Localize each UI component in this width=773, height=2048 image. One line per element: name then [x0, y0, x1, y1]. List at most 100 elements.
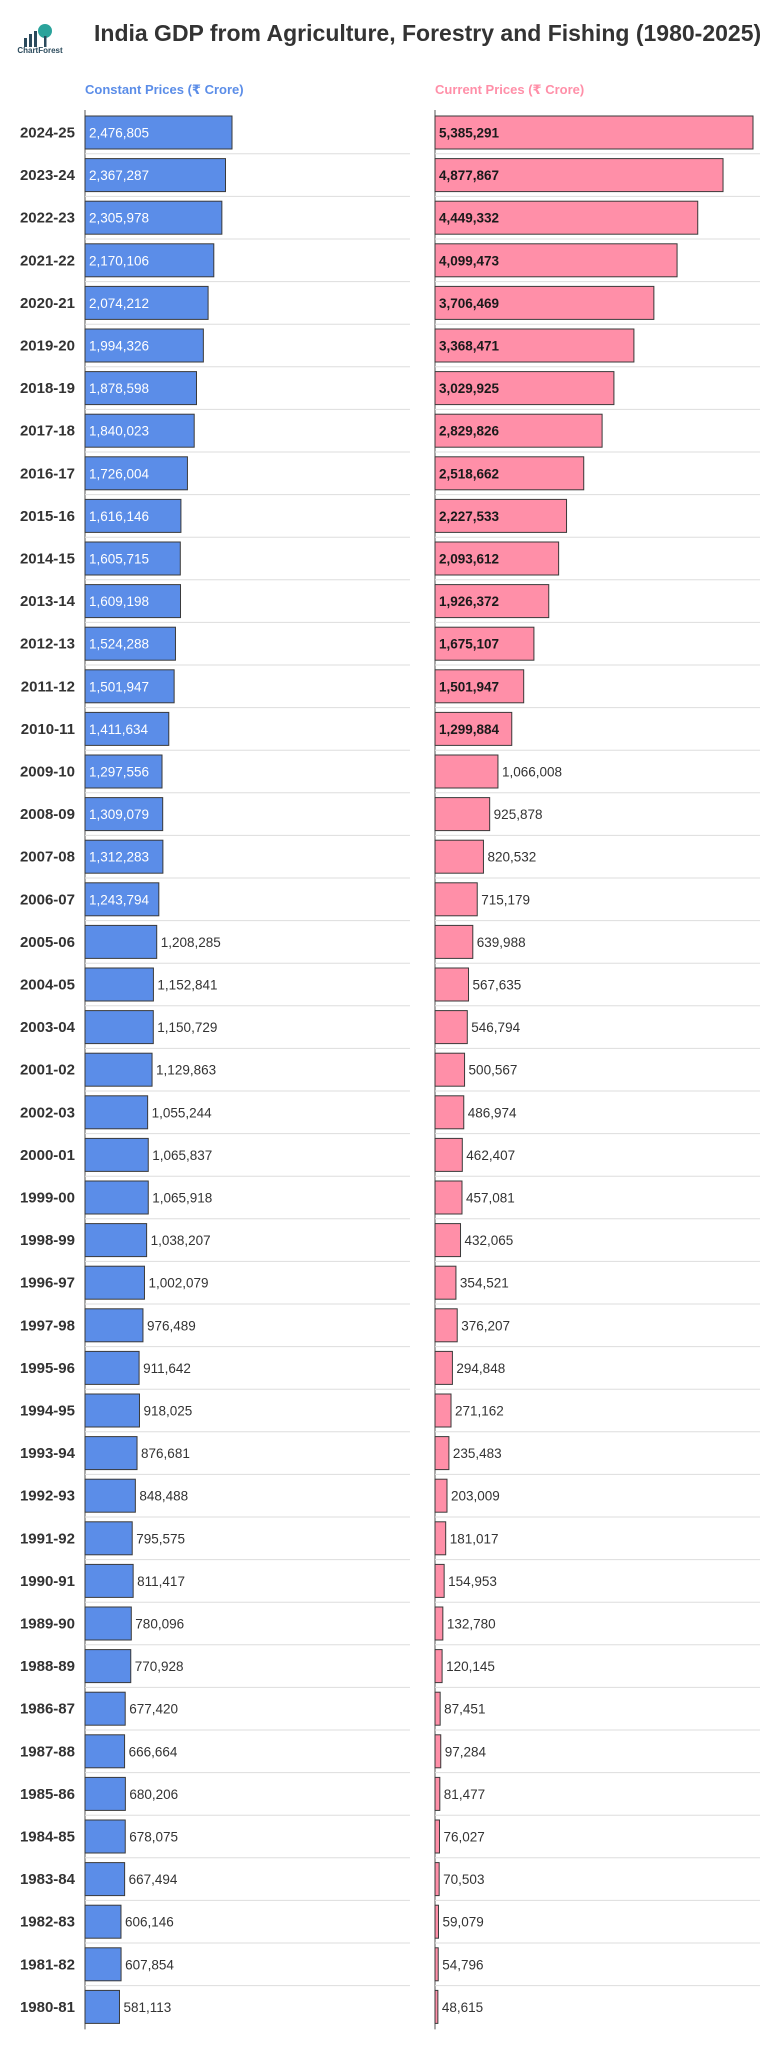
constant-value-label: 770,928: [135, 1659, 184, 1674]
constant-bar: [84, 328, 204, 363]
constant-bar: [84, 1563, 134, 1598]
constant-bar: [84, 1947, 122, 1982]
constant-bar: [84, 1393, 140, 1428]
constant-bar: [84, 115, 233, 150]
category-label: 2004-05: [20, 977, 75, 994]
current-bar: [434, 1308, 458, 1343]
constant-bar: [84, 1137, 149, 1172]
constant-value-label: 606,146: [125, 1915, 174, 1930]
current-value-label: 376,207: [461, 1318, 510, 1333]
constant-bar: [84, 1350, 140, 1385]
category-label: 2012-13: [20, 636, 75, 653]
constant-value-label: 911,642: [143, 1361, 191, 1376]
current-bar: [434, 1052, 466, 1087]
constant-value-label: 1,129,863: [156, 1063, 216, 1078]
current-value-label: 457,081: [466, 1191, 515, 1206]
current-bar: [434, 1606, 444, 1641]
constant-value-label: 1,524,288: [89, 637, 149, 652]
current-bar: [434, 711, 513, 746]
category-label: 1980-81: [20, 1999, 75, 2016]
current-bar: [434, 1819, 440, 1854]
category-label: 2002-03: [20, 1104, 75, 1121]
constant-bar: [84, 882, 160, 917]
constant-value-label: 1,878,598: [89, 381, 149, 396]
category-label: 2021-22: [20, 252, 75, 269]
category-label: 1989-90: [20, 1616, 75, 1633]
constant-value-label: 680,206: [129, 1787, 178, 1802]
constant-value-label: 1,150,729: [157, 1020, 217, 1035]
constant-value-label: 1,065,918: [152, 1191, 212, 1206]
constant-bar: [84, 200, 223, 235]
current-value-label: 3,029,925: [439, 381, 500, 396]
chartforest-logo-icon: [24, 24, 52, 47]
constant-value-label: 976,489: [147, 1318, 196, 1333]
constant-bar: [84, 1606, 132, 1641]
constant-value-label: 1,152,841: [157, 978, 217, 993]
current-value-label: 59,079: [442, 1915, 483, 1930]
constant-bar: [84, 626, 176, 661]
category-label: 1987-88: [20, 1743, 75, 1760]
current-value-label: 1,675,107: [439, 637, 499, 652]
category-label: 1982-83: [20, 1914, 75, 1931]
current-bar: [434, 541, 560, 576]
current-bar: [434, 1734, 442, 1769]
constant-value-label: 2,367,287: [89, 168, 149, 183]
current-bar: [434, 200, 699, 235]
constant-bar: [84, 456, 188, 491]
constant-value-label: 1,994,326: [89, 339, 149, 354]
current-value-label: 271,162: [455, 1404, 504, 1419]
category-label: 2020-21: [20, 295, 75, 312]
constant-value-label: 2,170,106: [89, 253, 149, 268]
category-label: 1984-85: [20, 1829, 75, 1846]
constant-value-label: 2,305,978: [89, 211, 149, 226]
category-label: 1999-00: [20, 1190, 75, 1207]
current-bar: [434, 1691, 441, 1726]
current-value-label: 354,521: [460, 1276, 509, 1291]
category-label: 2018-19: [20, 380, 75, 397]
current-bar: [434, 1521, 447, 1556]
current-value-label: 639,988: [477, 935, 526, 950]
constant-bar: [84, 1904, 122, 1939]
category-label: 1992-93: [20, 1488, 75, 1505]
constant-value-label: 1,605,715: [89, 552, 149, 567]
constant-value-label: 2,074,212: [89, 296, 149, 311]
constant-bar: [84, 1862, 126, 1897]
constant-value-label: 1,038,207: [151, 1233, 211, 1248]
current-bar: [434, 1436, 450, 1471]
constant-value-label: 1,309,079: [89, 807, 149, 822]
constant-bar: [84, 371, 197, 406]
current-value-label: 81,477: [444, 1787, 485, 1802]
current-bar: [434, 1265, 457, 1300]
category-label: 2000-01: [20, 1147, 75, 1164]
constant-bar: [84, 498, 182, 533]
current-value-label: 4,449,332: [439, 211, 499, 226]
current-value-label: 97,284: [445, 1744, 487, 1759]
current-value-label: 432,065: [465, 1233, 514, 1248]
constant-bar: [84, 1436, 138, 1471]
constant-bar: [84, 1052, 153, 1087]
constant-bar: [84, 754, 163, 789]
current-bar: [434, 1010, 468, 1045]
category-label: 1998-99: [20, 1232, 75, 1249]
chart-title: India GDP from Agriculture, Forestry and…: [94, 20, 762, 46]
current-value-label: 820,532: [487, 850, 536, 865]
current-bar: [434, 371, 615, 406]
constant-bar: [84, 541, 181, 576]
current-value-label: 181,017: [450, 1531, 499, 1546]
category-label: 2009-10: [20, 764, 75, 781]
current-bar: [434, 754, 499, 789]
constant-value-label: 678,075: [129, 1830, 178, 1845]
current-value-label: 567,635: [473, 978, 522, 993]
current-bar: [434, 498, 568, 533]
category-label: 2013-14: [20, 593, 76, 610]
constant-bar: [84, 1691, 126, 1726]
current-value-label: 715,179: [481, 892, 530, 907]
constant-value-label: 1,243,794: [89, 892, 150, 907]
current-bar: [434, 1223, 462, 1258]
current-value-label: 54,796: [442, 1957, 483, 1972]
current-bar: [434, 456, 585, 491]
constant-bar: [84, 1010, 154, 1045]
current-value-label: 70,503: [443, 1872, 484, 1887]
constant-value-label: 1,411,634: [89, 722, 149, 737]
current-bar: [434, 158, 724, 193]
